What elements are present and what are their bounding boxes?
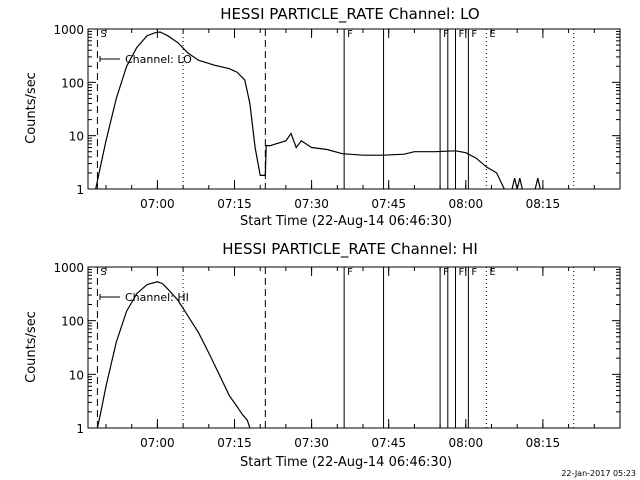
y-axis-label-hi: Counts/sec <box>24 311 39 383</box>
event-marker-label: F <box>459 267 465 278</box>
panel-lo: HESSI PARTICLE_RATE Channel: LO Counts/s… <box>24 5 621 229</box>
legend-label: Channel: LO <box>125 53 192 66</box>
x-tick-label: 07:45 <box>371 197 406 211</box>
x-tick-label: 07:00 <box>140 197 175 211</box>
series-line-lo <box>534 177 541 190</box>
x-axis-label-hi: Start Time (22-Aug-14 06:46:30) <box>240 455 452 470</box>
y-tick-label: 100 <box>61 76 84 90</box>
y-tick-label: 1 <box>76 422 84 436</box>
series-line-lo <box>511 177 523 190</box>
event-marker-label: E <box>489 267 495 278</box>
y-tick-label: 10 <box>69 130 84 144</box>
event-marker-label: F <box>347 29 353 40</box>
y-tick-label: 100 <box>61 315 84 329</box>
series-line-hi <box>96 281 251 429</box>
event-marker-label: S <box>100 267 106 278</box>
x-tick-label: 07:30 <box>294 197 329 211</box>
event-marker-label: F <box>443 267 449 278</box>
y-axis-label-lo: Counts/sec <box>24 72 39 144</box>
x-tick-label: 07:45 <box>371 436 406 450</box>
event-marker-label: F <box>471 29 477 40</box>
event-marker-label: E <box>489 29 495 40</box>
x-tick-label: 07:15 <box>217 197 252 211</box>
chart-title-lo: HESSI PARTICLE_RATE Channel: LO <box>220 5 479 24</box>
x-axis-ticks-lo: 07:00 07:15 07:30 07:45 08:00 08:15 <box>105 29 621 211</box>
y-tick-label: 1 <box>76 183 84 197</box>
legend-label: Channel: HI <box>125 291 189 304</box>
event-marker-label: S <box>100 29 106 40</box>
legend-lo: Channel: LO <box>99 53 192 66</box>
series-line-lo <box>95 31 505 190</box>
panel-hi: HESSI PARTICLE_RATE Channel: HI Counts/s… <box>24 240 621 470</box>
event-marker-label: F <box>471 267 477 278</box>
x-tick-label: 08:15 <box>526 436 561 450</box>
y-tick-label: 10 <box>69 368 84 382</box>
x-tick-label: 07:00 <box>140 436 175 450</box>
x-tick-label: 07:15 <box>217 436 252 450</box>
x-tick-label: 08:00 <box>449 436 484 450</box>
x-tick-label: 08:00 <box>449 197 484 211</box>
legend-hi: Channel: HI <box>99 291 189 304</box>
y-axis-ticks-hi: 1 10 100 1000 <box>53 261 620 436</box>
plot-frame-lo <box>87 28 621 190</box>
x-tick-label: 07:30 <box>294 436 329 450</box>
x-axis-label-lo: Start Time (22-Aug-14 06:46:30) <box>240 214 452 229</box>
x-axis-ticks-hi: 07:00 07:15 07:30 07:45 08:00 08:15 <box>105 267 621 450</box>
chart-title-hi: HESSI PARTICLE_RATE Channel: HI <box>222 240 478 259</box>
y-tick-label: 1000 <box>53 261 84 275</box>
x-tick-label: 08:15 <box>526 197 561 211</box>
y-tick-label: 1000 <box>53 23 84 37</box>
event-marker-label: F <box>459 29 465 40</box>
plot-frame-hi <box>87 266 621 429</box>
event-marker-label: F <box>443 29 449 40</box>
y-axis-ticks-lo: 1 10 100 1000 <box>53 23 620 197</box>
generation-timestamp: 22-Jan-2017 05:23 <box>561 469 636 478</box>
event-marker-label: F <box>347 267 353 278</box>
